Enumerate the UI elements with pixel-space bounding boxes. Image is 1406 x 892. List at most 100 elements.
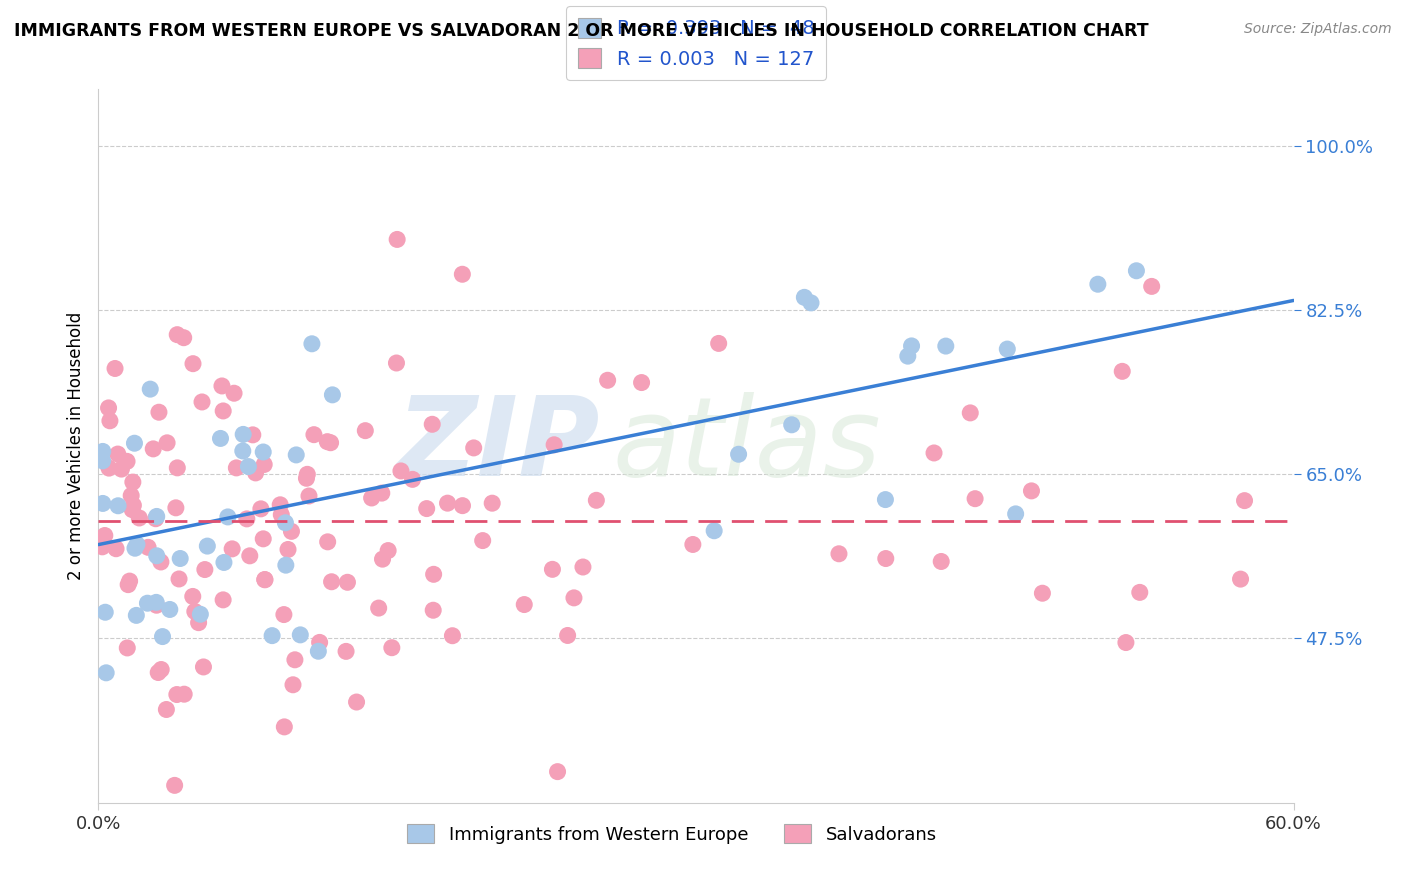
Point xyxy=(212,404,235,418)
Point xyxy=(104,361,127,376)
Point xyxy=(572,560,595,574)
Point xyxy=(381,640,404,655)
Point xyxy=(107,499,129,513)
Point xyxy=(727,447,749,461)
Point xyxy=(166,688,188,702)
Point xyxy=(463,441,485,455)
Point xyxy=(307,644,329,658)
Point xyxy=(415,501,437,516)
Point xyxy=(1021,483,1043,498)
Point xyxy=(297,467,319,482)
Point xyxy=(422,567,444,582)
Point xyxy=(181,357,204,371)
Point xyxy=(385,232,408,246)
Point xyxy=(273,607,295,622)
Point xyxy=(212,556,235,570)
Point xyxy=(959,406,981,420)
Point xyxy=(793,290,815,304)
Point xyxy=(316,434,339,449)
Point xyxy=(128,511,150,525)
Point xyxy=(707,336,730,351)
Point xyxy=(935,339,957,353)
Point xyxy=(800,296,823,310)
Point xyxy=(253,573,276,587)
Point xyxy=(367,601,389,615)
Point xyxy=(780,417,803,432)
Point xyxy=(139,382,162,396)
Point xyxy=(232,427,254,442)
Y-axis label: 2 or more Vehicles in Household: 2 or more Vehicles in Household xyxy=(66,312,84,580)
Point xyxy=(562,591,585,605)
Point xyxy=(451,267,474,281)
Point xyxy=(150,663,173,677)
Point xyxy=(107,447,129,461)
Point xyxy=(585,493,607,508)
Point xyxy=(222,386,245,401)
Point xyxy=(557,628,579,642)
Point xyxy=(142,442,165,456)
Point xyxy=(377,543,399,558)
Text: Source: ZipAtlas.com: Source: ZipAtlas.com xyxy=(1244,22,1392,37)
Point xyxy=(1129,585,1152,599)
Point xyxy=(1233,493,1256,508)
Point xyxy=(321,574,343,589)
Point xyxy=(270,508,292,522)
Point xyxy=(290,628,312,642)
Point xyxy=(167,572,190,586)
Text: IMMIGRANTS FROM WESTERN EUROPE VS SALVADORAN 2 OR MORE VEHICLES IN HOUSEHOLD COR: IMMIGRANTS FROM WESTERN EUROPE VS SALVAD… xyxy=(14,22,1149,40)
Point xyxy=(115,454,138,468)
Point xyxy=(401,472,423,486)
Point xyxy=(420,417,443,432)
Point xyxy=(922,446,945,460)
Point xyxy=(252,532,274,546)
Point xyxy=(436,496,458,510)
Point xyxy=(190,607,212,622)
Point xyxy=(163,778,186,792)
Point xyxy=(97,401,120,415)
Point xyxy=(277,542,299,557)
Point xyxy=(238,459,260,474)
Point xyxy=(121,475,143,489)
Point xyxy=(212,592,235,607)
Point xyxy=(541,562,564,576)
Point xyxy=(273,720,295,734)
Point xyxy=(125,608,148,623)
Point xyxy=(122,499,145,513)
Point xyxy=(321,388,343,402)
Point xyxy=(513,598,536,612)
Point xyxy=(91,444,114,458)
Point xyxy=(1140,279,1163,293)
Point xyxy=(169,551,191,566)
Point xyxy=(596,373,619,387)
Point xyxy=(995,342,1018,356)
Point xyxy=(1004,507,1026,521)
Point xyxy=(105,541,128,556)
Point xyxy=(155,702,177,716)
Point xyxy=(94,605,117,619)
Point xyxy=(225,461,247,475)
Point xyxy=(159,602,181,616)
Point xyxy=(252,445,274,459)
Point xyxy=(181,590,204,604)
Point xyxy=(301,336,323,351)
Point xyxy=(187,615,209,630)
Point xyxy=(124,436,146,450)
Point xyxy=(191,395,214,409)
Point xyxy=(253,458,276,472)
Point xyxy=(145,599,167,613)
Point xyxy=(441,629,464,643)
Point xyxy=(136,541,159,555)
Point xyxy=(121,502,143,516)
Point xyxy=(274,516,297,530)
Point xyxy=(145,509,167,524)
Point xyxy=(194,563,217,577)
Point xyxy=(245,466,267,480)
Point xyxy=(209,432,232,446)
Point xyxy=(1087,277,1109,292)
Point xyxy=(274,558,297,573)
Point xyxy=(624,814,647,829)
Point xyxy=(156,435,179,450)
Point xyxy=(91,496,114,510)
Point xyxy=(285,448,308,462)
Point xyxy=(302,427,325,442)
